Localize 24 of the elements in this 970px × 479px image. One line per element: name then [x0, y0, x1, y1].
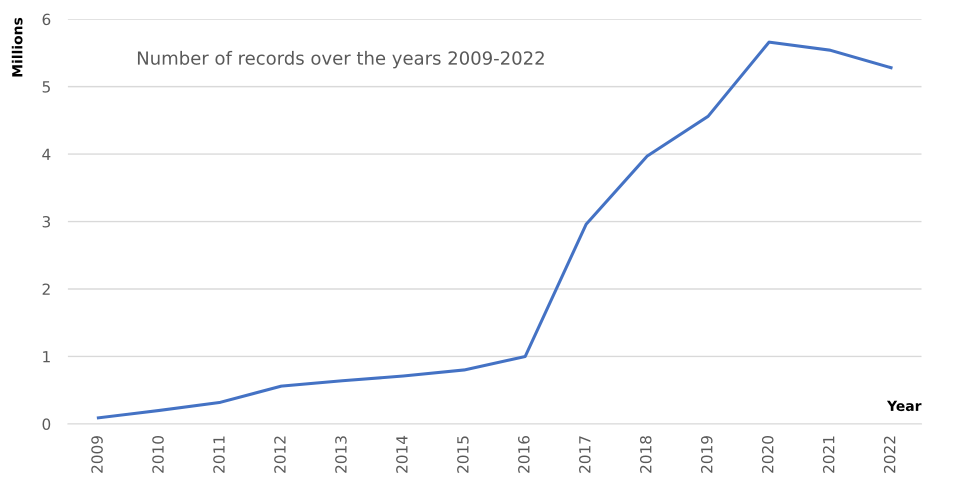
y-tick-label: 5: [42, 81, 50, 93]
y-tick-label: 3: [42, 216, 50, 228]
y-tick-label: 4: [42, 148, 50, 160]
x-axis-title: Year: [886, 400, 922, 412]
annotation: Number of records over the years 2009-2022: [138, 50, 544, 68]
x-tick-label: 2010: [152, 436, 164, 473]
y-tick-label: 1: [43, 351, 50, 362]
x-tick-label: 2020: [762, 436, 774, 473]
x-tick-label: 2017: [579, 436, 591, 473]
y-axis-title: Millions: [12, 18, 23, 76]
x-tick-label: 2009: [91, 436, 103, 473]
x-tick-label: 2014: [396, 436, 408, 473]
x-tick-label: 2011: [213, 436, 225, 473]
y-tick-label: 0: [42, 418, 50, 430]
x-tick-label: 2018: [640, 436, 652, 473]
x-tick-label: 2019: [700, 436, 713, 473]
x-tick-label: 2021: [822, 436, 834, 473]
x-tick-label: 2015: [457, 436, 469, 473]
y-tick-label: 2: [42, 283, 50, 295]
x-tick-label: 2013: [335, 436, 347, 473]
x-tick-label: 2022: [884, 436, 896, 473]
y-tick-label: 6: [42, 14, 50, 26]
x-tick-label: 2012: [274, 436, 286, 473]
x-tick-label: 2016: [518, 436, 530, 473]
